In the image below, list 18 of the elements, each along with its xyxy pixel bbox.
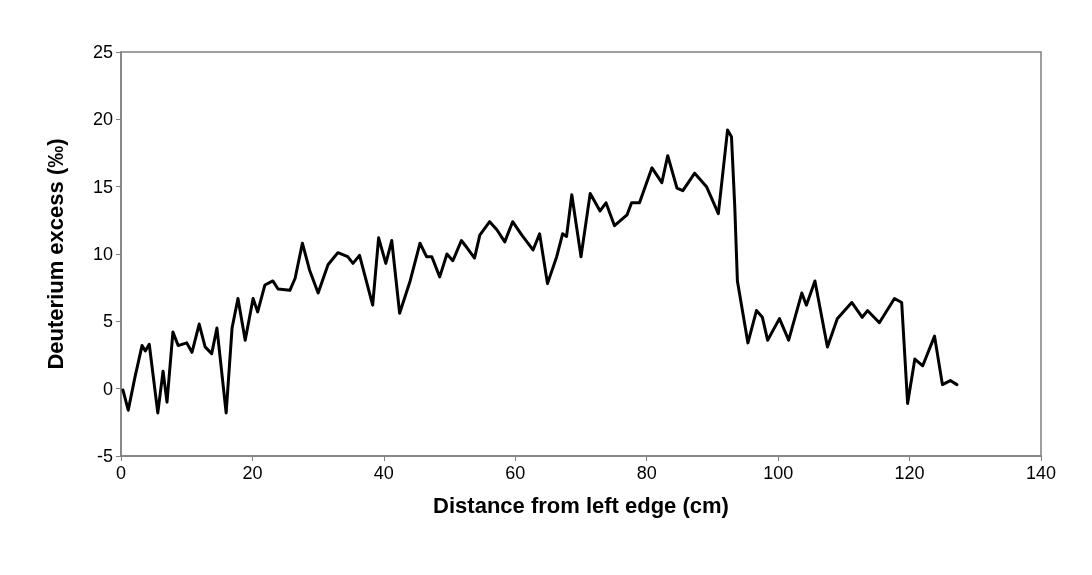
x-tick-label: 140 — [1025, 463, 1057, 483]
y-tick-label: -5 — [96, 446, 113, 466]
y-tick-label: 25 — [92, 42, 113, 62]
x-tick-label: 80 — [636, 463, 657, 483]
y-tick-label: 20 — [92, 109, 113, 130]
y-tick-label: 10 — [92, 244, 113, 264]
y-axis-title: Deuterium excess (‰) — [42, 138, 68, 370]
x-axis-title: Distance from left edge (cm) — [433, 492, 729, 518]
x-tick-label: 60 — [505, 463, 526, 483]
line-series — [121, 128, 959, 415]
x-tick-label: 120 — [894, 463, 925, 483]
y-tick-label: 0 — [102, 378, 113, 399]
x-tick-label: 0 — [115, 463, 127, 483]
x-tick-label: 100 — [763, 463, 794, 483]
y-tick-label: 5 — [102, 311, 113, 332]
y-tick-label: 15 — [92, 176, 113, 197]
x-tick-label: 40 — [373, 463, 394, 483]
x-tick-label: 20 — [242, 463, 263, 483]
